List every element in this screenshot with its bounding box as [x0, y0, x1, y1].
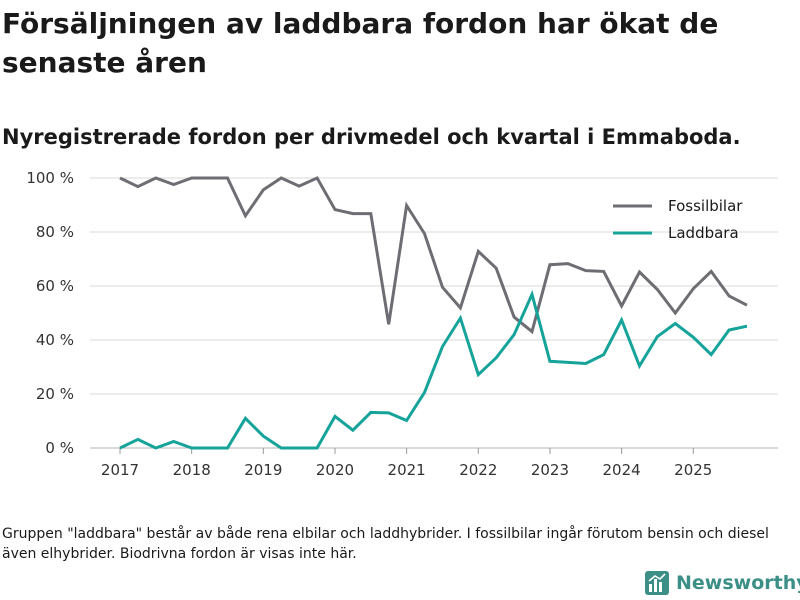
chart-subtitle: Nyregistrerade fordon per drivmedel och … — [2, 125, 741, 149]
legend-label: Laddbara — [668, 224, 739, 242]
x-axis-ticks: 2017 2018 2019 2020 2021 2022 2023 2024 2025 — [101, 448, 712, 479]
footnote: Gruppen "laddbara" består av både rena e… — [2, 526, 769, 562]
x-tick-label: 2018 — [173, 461, 211, 479]
x-tick-label: 2021 — [388, 461, 426, 479]
brand-name: Newsworthy — [676, 572, 800, 594]
legend: Fossilbilar Laddbara — [613, 197, 743, 242]
series-lines — [119, 176, 748, 450]
y-tick-label: 100 % — [26, 169, 74, 187]
series-line-fossilbilar — [119, 176, 748, 335]
x-tick-label: 2023 — [531, 461, 569, 479]
x-tick-label: 2025 — [674, 461, 712, 479]
y-tick-label: 60 % — [36, 277, 74, 295]
y-tick-label: 0 % — [45, 439, 74, 457]
chart-title: Försäljningen av laddbara fordon har öka… — [2, 7, 719, 79]
y-axis-ticks: 0 % 20 % 40 % 60 % 80 % 100 % — [26, 169, 74, 457]
legend-label: Fossilbilar — [668, 197, 743, 215]
x-tick-label: 2017 — [101, 461, 139, 479]
x-tick-label: 2024 — [603, 461, 641, 479]
brand-logo[interactable]: Newsworthy — [644, 570, 800, 596]
series-line-laddbara — [119, 289, 748, 450]
newsworthy-logo-icon — [645, 571, 669, 595]
x-tick-label: 2020 — [316, 461, 354, 479]
y-tick-label: 40 % — [36, 331, 74, 349]
line-chart: 0 % 20 % 40 % 60 % 80 % 100 % 2017 2018 2019 202… — [26, 169, 778, 479]
y-tick-label: 80 % — [36, 223, 74, 241]
x-tick-label: 2019 — [244, 461, 282, 479]
x-tick-label: 2022 — [459, 461, 497, 479]
y-tick-label: 20 % — [36, 385, 74, 403]
